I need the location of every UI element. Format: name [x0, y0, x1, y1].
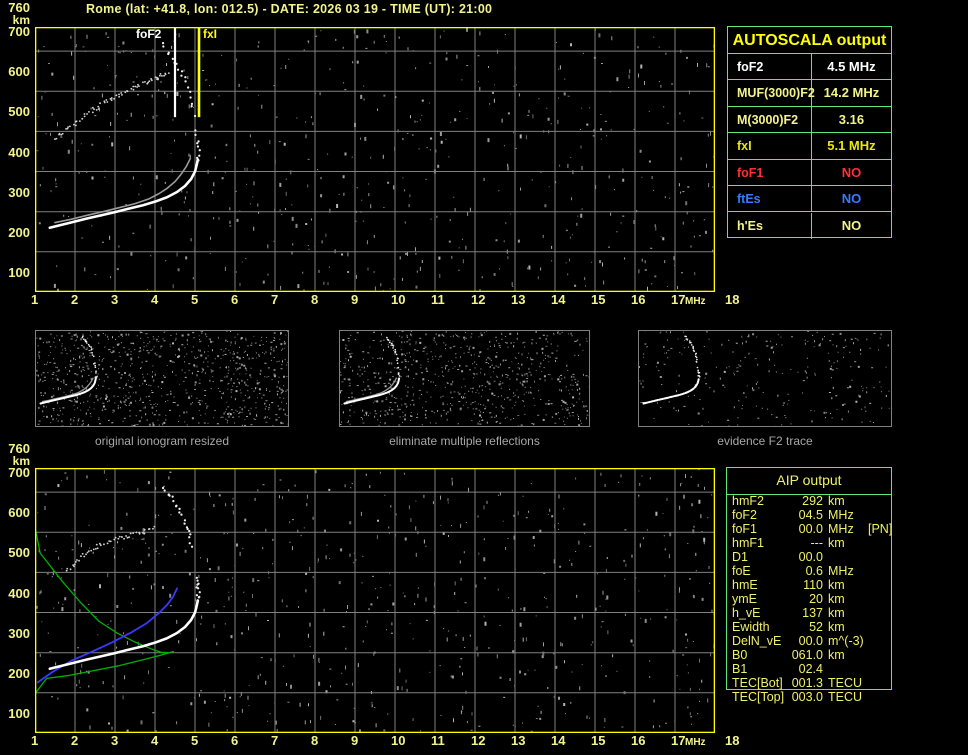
- svg-text:foF2: foF2: [136, 27, 162, 41]
- svg-text:fxI: fxI: [203, 27, 217, 41]
